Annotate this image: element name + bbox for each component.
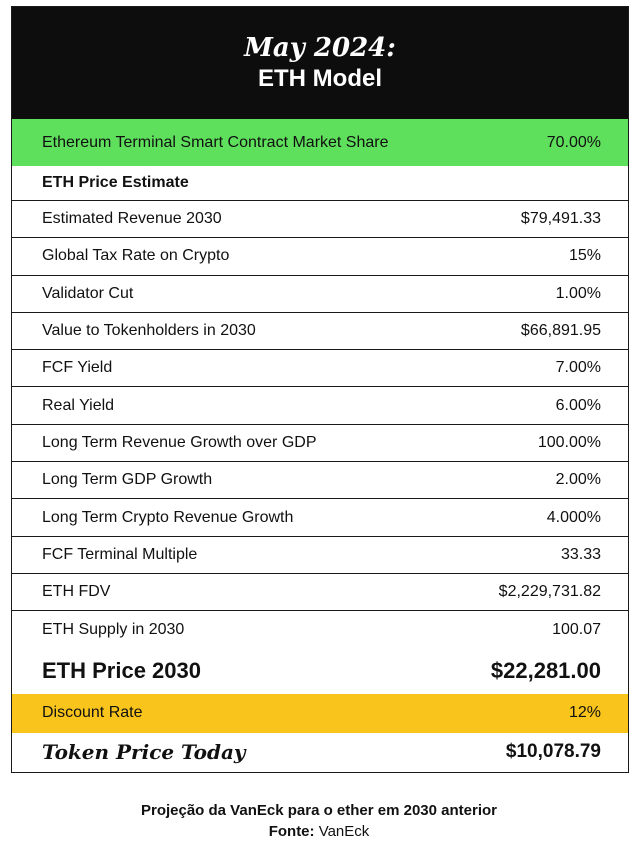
table-row: Long Term Revenue Growth over GDP 100.00… [12, 425, 628, 463]
row-label: FCF Terminal Multiple [42, 545, 198, 563]
row-value: 100.07 [552, 620, 601, 638]
row-label: ETH FDV [42, 583, 111, 601]
source-label: Fonte: [268, 823, 315, 840]
row-value: 70.00% [546, 133, 601, 151]
eth-model-table: May 2024: ETH Model Ethereum Terminal Sm… [11, 6, 629, 773]
row-value: 7.00% [555, 359, 601, 377]
table-row: Real Yield 6.00% [12, 387, 628, 425]
row-value: 15% [568, 247, 601, 265]
row-label: Long Term Crypto Revenue Growth [42, 508, 294, 526]
header-date: May 2024: [244, 33, 396, 63]
row-label: ETH Price 2030 [42, 658, 201, 684]
row-value: 2.00% [555, 471, 601, 489]
row-label: FCF Yield [42, 359, 113, 377]
eth-price-2030-row: ETH Price 2030 $22,281.00 [12, 649, 628, 694]
market-share-row: Ethereum Terminal Smart Contract Market … [12, 119, 628, 166]
row-label: Ethereum Terminal Smart Contract Market … [42, 133, 389, 151]
table-row: Long Term Crypto Revenue Growth 4.000% [12, 499, 628, 537]
row-label: Estimated Revenue 2030 [42, 210, 222, 228]
row-label: Global Tax Rate on Crypto [42, 247, 230, 265]
table-row: Value to Tokenholders in 2030 $66,891.95 [12, 313, 628, 351]
table-row: Validator Cut 1.00% [12, 276, 628, 313]
row-value: 100.00% [537, 433, 601, 451]
row-value: $66,891.95 [520, 322, 601, 340]
row-value: 12% [568, 704, 601, 722]
row-label: Long Term Revenue Growth over GDP [42, 433, 317, 451]
section-heading: ETH Price Estimate [12, 166, 628, 201]
row-label: Real Yield [42, 396, 115, 414]
row-value: $2,229,731.82 [498, 583, 601, 601]
table-row: Global Tax Rate on Crypto 15% [12, 238, 628, 276]
table-row: Long Term GDP Growth 2.00% [12, 462, 628, 500]
row-value: 33.33 [560, 545, 601, 563]
table-row: Estimated Revenue 2030 $79,491.33 [12, 201, 628, 239]
token-price-today-row: Token Price Today $10,078.79 [12, 733, 628, 771]
figure-caption: Projeção da VanEck para o ether em 2030 … [0, 800, 638, 842]
row-label: Long Term GDP Growth [42, 471, 213, 489]
table-row: FCF Yield 7.00% [12, 350, 628, 388]
row-value: $10,078.79 [505, 740, 601, 762]
table-row: ETH Supply in 2030 100.07 [12, 611, 628, 648]
header-title: ETH Model [258, 65, 382, 92]
row-label: Discount Rate [42, 704, 143, 722]
table-row: FCF Terminal Multiple 33.33 [12, 537, 628, 574]
source-name: VanEck [318, 823, 370, 840]
caption-source: Fonte: VanEck [0, 821, 638, 842]
caption-text: Projeção da VanEck para o ether em 2030 … [140, 802, 497, 819]
row-label: Value to Tokenholders in 2030 [42, 322, 256, 340]
row-value: 4.000% [546, 508, 601, 526]
discount-rate-row: Discount Rate 12% [12, 693, 628, 733]
table-header: May 2024: ETH Model [12, 7, 628, 119]
row-label: Validator Cut [42, 284, 134, 302]
row-value: 6.00% [555, 396, 601, 414]
row-label: Token Price Today [42, 739, 246, 764]
row-value: $22,281.00 [490, 658, 601, 684]
row-label: ETH Supply in 2030 [42, 620, 185, 638]
table-row: ETH FDV $2,229,731.82 [12, 574, 628, 612]
row-value: 1.00% [555, 284, 601, 302]
section-label: ETH Price Estimate [42, 174, 189, 191]
row-value: $79,491.33 [520, 210, 601, 228]
